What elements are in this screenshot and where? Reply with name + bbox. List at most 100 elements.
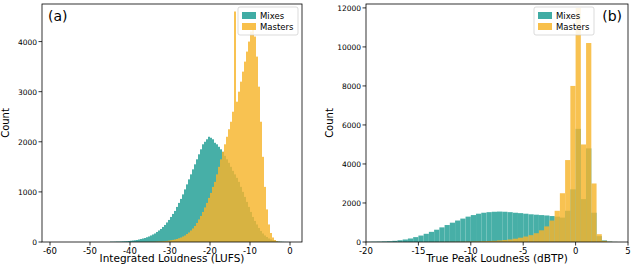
histogram-bar <box>226 137 228 242</box>
histogram-bar <box>192 169 194 242</box>
histogram-bar <box>180 199 182 242</box>
histogram-bar <box>154 233 156 242</box>
legend-label: Masters <box>260 22 294 32</box>
y-tick-label: 4000 <box>18 38 37 47</box>
histogram-bar <box>198 219 200 242</box>
histogram-bar <box>471 215 476 242</box>
legend-label: Mixes <box>556 11 581 21</box>
histogram-bar <box>208 137 210 242</box>
histogram-bar <box>178 203 180 242</box>
legend: MixesMasters <box>534 7 594 35</box>
histogram-bar <box>148 236 150 242</box>
panel-label: (a) <box>48 8 68 24</box>
histogram-bar <box>152 234 154 242</box>
y-tick <box>363 46 367 47</box>
plot-area <box>366 8 618 242</box>
histogram-bar <box>518 238 523 242</box>
histogram-bar <box>210 138 212 242</box>
histogram-bar <box>176 239 178 242</box>
legend-box <box>534 7 594 35</box>
panel: -20-15-10-505020004000600080001000012000… <box>324 4 631 264</box>
histogram-bar <box>198 154 200 242</box>
histogram-bar <box>534 215 539 242</box>
legend-swatch <box>538 23 552 30</box>
histogram-bar <box>214 143 216 242</box>
histogram-bar <box>204 207 206 242</box>
plot-area <box>110 12 288 242</box>
y-tick <box>39 242 43 243</box>
histogram-bar <box>186 234 188 242</box>
y-axis-label: Count <box>0 108 11 138</box>
histogram-bar <box>570 86 575 242</box>
histogram-bar <box>481 213 486 242</box>
histogram-bar <box>549 216 554 242</box>
histogram-bar <box>539 230 544 242</box>
series <box>408 8 618 242</box>
histogram-bar <box>232 112 234 242</box>
histogram-bar <box>455 221 460 242</box>
histogram-bar <box>174 211 176 242</box>
histogram-bar <box>581 144 586 242</box>
y-tick <box>363 85 367 86</box>
histogram-bar <box>182 236 184 242</box>
x-tick-label: 0 <box>287 246 292 256</box>
histogram-bar <box>439 227 444 242</box>
histogram-bar <box>210 193 212 242</box>
y-tick <box>39 91 43 92</box>
histogram-bar <box>244 62 246 242</box>
histogram-bar <box>156 232 158 242</box>
histogram-bar <box>497 212 502 242</box>
y-tick-label: 3000 <box>18 88 37 97</box>
y-tick-label: 8000 <box>342 82 361 91</box>
histogram-bar <box>413 237 418 242</box>
histogram-bar <box>272 237 274 242</box>
histogram-bar <box>206 203 208 242</box>
histogram-bar <box>528 235 533 242</box>
histogram-bar <box>188 232 190 242</box>
histogram-bar <box>180 237 182 242</box>
histogram-bar <box>184 235 186 242</box>
histogram-bar <box>565 160 570 242</box>
histogram-bar <box>162 227 164 242</box>
histogram-bar <box>518 213 523 242</box>
histogram-bar <box>178 238 180 242</box>
histogram-bar <box>206 139 208 242</box>
histogram-bar <box>476 214 481 242</box>
histogram-bar <box>158 230 160 242</box>
histogram-bar <box>544 226 549 242</box>
histogram-bar <box>539 215 544 242</box>
x-tick <box>470 242 471 246</box>
histogram-bar <box>184 189 186 242</box>
histogram-bar <box>513 239 518 242</box>
histogram-bar <box>549 221 554 242</box>
x-tick <box>575 242 576 246</box>
histogram-bar <box>192 228 194 242</box>
histogram-bar <box>176 207 178 242</box>
x-tick-label: -10 <box>243 246 257 256</box>
histogram-bar <box>196 159 198 242</box>
histogram-bar <box>208 198 210 242</box>
histogram-bar <box>248 42 250 242</box>
histogram-bar <box>260 122 262 242</box>
histogram-bar <box>168 220 170 242</box>
legend-box <box>238 7 298 35</box>
histogram-bar <box>236 102 238 242</box>
histogram-bar <box>222 152 224 242</box>
legend-label: Masters <box>556 22 590 32</box>
histogram-bar <box>202 212 204 242</box>
figure: -60-50-40-30-20-10001000200030004000Inte… <box>0 0 640 265</box>
histogram-bar <box>266 209 268 242</box>
legend: MixesMasters <box>238 7 298 35</box>
histogram-bar <box>182 194 184 242</box>
y-tick-label: 0 <box>32 238 37 247</box>
histogram-bar <box>252 27 254 242</box>
histogram-bar <box>597 234 602 242</box>
y-tick <box>363 7 367 8</box>
histogram-bar <box>144 238 146 242</box>
histogram-bar <box>202 144 204 242</box>
x-tick <box>250 242 251 246</box>
y-tick-label: 4000 <box>342 160 361 169</box>
x-tick <box>628 242 629 246</box>
x-tick <box>50 242 51 246</box>
histogram-bar <box>222 152 224 242</box>
